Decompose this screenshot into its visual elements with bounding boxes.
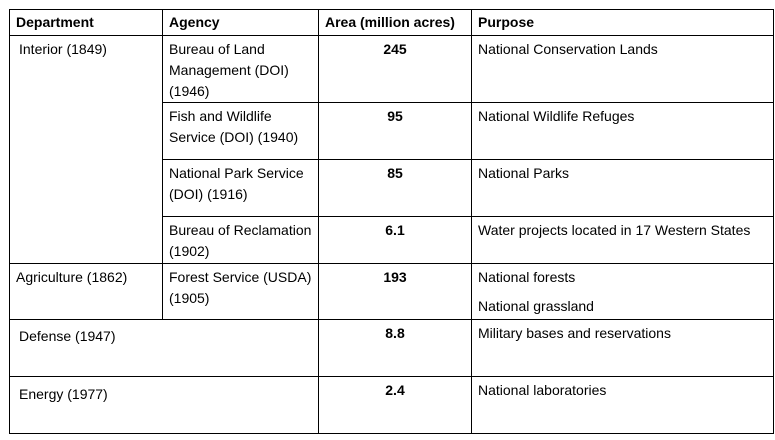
- agency-cell: Forest Service (USDA) (1905): [162, 263, 319, 320]
- header-area: Area (million acres): [318, 9, 472, 36]
- header-row: Department Agency Area (million acres) P…: [9, 9, 774, 36]
- purpose-cell: National Parks: [471, 159, 774, 217]
- department-cell: Agriculture (1862): [9, 263, 163, 320]
- table-row: Energy (1977) 2.4 National laboratories: [9, 376, 774, 434]
- area-cell: 85: [318, 159, 472, 217]
- table-row: Defense (1947) 8.8 Military bases and re…: [9, 319, 774, 377]
- header-agency: Agency: [162, 9, 319, 36]
- agency-cell: National Park Service (DOI) (1916): [162, 159, 319, 217]
- area-cell: 6.1: [318, 216, 472, 264]
- area-cell: 2.4: [318, 376, 472, 434]
- table-row: Bureau of Reclamation (1902) 6.1 Water p…: [10, 216, 774, 264]
- purpose-cell: Military bases and reservations: [471, 319, 774, 377]
- agency-cell: Bureau of Reclamation (1902): [162, 216, 319, 264]
- department-cell: Defense (1947): [9, 319, 319, 377]
- purpose-line: National grassland: [478, 298, 594, 314]
- area-cell: 245: [318, 35, 472, 103]
- purpose-cell: National Wildlife Refuges: [471, 102, 774, 160]
- department-cell: Interior (1849): [9, 35, 163, 264]
- header-department: Department: [9, 9, 163, 36]
- area-cell: 193: [318, 263, 472, 320]
- purpose-cell: National laboratories: [471, 376, 774, 434]
- header-purpose: Purpose: [471, 9, 774, 36]
- table-row: Agriculture (1862) Forest Service (USDA)…: [9, 263, 774, 320]
- agency-cell: Fish and Wildlife Service (DOI) (1940): [162, 102, 319, 160]
- table-row: National Park Service (DOI) (1916) 85 Na…: [10, 159, 774, 217]
- table-row: Fish and Wildlife Service (DOI) (1940) 9…: [10, 102, 774, 160]
- purpose-cell: National Conservation Lands: [471, 35, 774, 103]
- purpose-line: National forests: [478, 269, 576, 285]
- purpose-cell: Water projects located in 17 Western Sta…: [471, 216, 774, 264]
- area-cell: 95: [318, 102, 472, 160]
- federal-lands-table: Department Agency Area (million acres) P…: [9, 9, 774, 434]
- agency-cell: Bureau of Land Management (DOI) (1946): [162, 35, 319, 103]
- department-cell: Energy (1977): [9, 376, 319, 434]
- purpose-cell: National forests National grassland: [471, 263, 774, 320]
- area-cell: 8.8: [318, 319, 472, 377]
- table-row: Interior (1849) Bureau of Land Managemen…: [9, 35, 774, 264]
